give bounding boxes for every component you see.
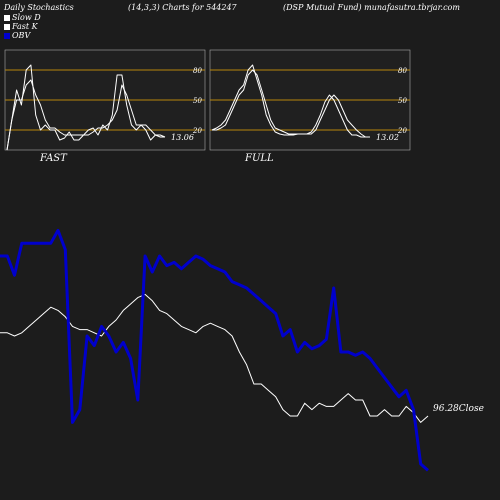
full-series-fast-k (211, 64, 370, 138)
fast-tick-label-50: 50 (193, 97, 202, 105)
main-close-value-label: 96.28Close (433, 404, 484, 414)
legend-item-obv: OBV (4, 31, 30, 40)
full-last-value-label: 13.02 (376, 133, 399, 142)
legend-label-fast-k: Fast K (12, 22, 38, 31)
full-tick-label-50: 50 (398, 97, 407, 105)
chart-params: (14,3,3) Charts for 544247 (128, 3, 237, 12)
fast-last-value-label: 13.06 (171, 133, 194, 142)
fast-tick-label-80: 80 (193, 67, 202, 75)
full-tick-label-20: 20 (397, 127, 407, 135)
full-tick-label-80: 80 (398, 67, 407, 75)
legend-item-slow-d: Slow D (4, 13, 41, 22)
chart-symbol: (DSP Mutual Fund) munafasutra.tbrjar.com (283, 3, 460, 12)
legend-swatch-fast-k (4, 23, 10, 30)
full-series-slow-d (212, 69, 370, 138)
main-series-obv (0, 228, 429, 472)
legend-label-obv: OBV (12, 31, 31, 40)
legend-swatch-obv (4, 32, 10, 39)
fast-series-fast-k (6, 64, 166, 151)
fast-tick-label-20: 20 (192, 127, 202, 135)
full-panel-title: FULL (244, 153, 274, 164)
legend-item-fast-k: Fast K (4, 22, 38, 31)
main-series-close (0, 293, 429, 423)
legend-label-slow-d: Slow D (12, 13, 41, 22)
legend-swatch-slow-d (4, 14, 10, 21)
fast-panel-title: FAST (39, 153, 68, 164)
chart-title: Daily Stochastics (4, 3, 74, 12)
